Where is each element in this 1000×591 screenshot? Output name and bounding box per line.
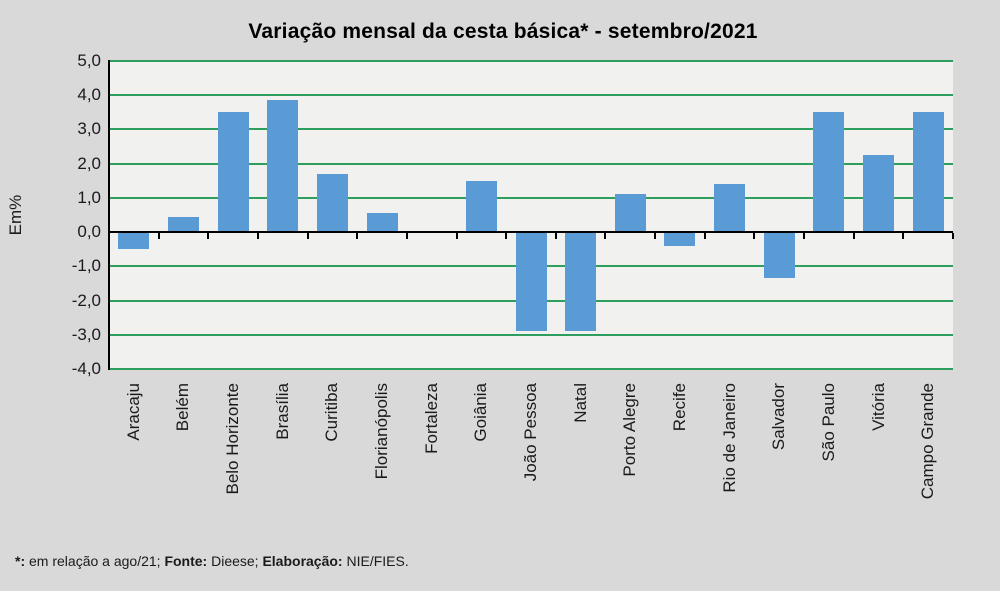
bar-sao-paulo [813,112,845,233]
x-axis-tick [455,233,458,240]
x-axis-tick [852,233,855,240]
x-label-porto-alegre: Porto Alegre [620,383,640,477]
x-axis-tick [256,233,259,240]
x-axis-tick [654,233,657,240]
x-label-belo-horizonte: Belo Horizonte [223,383,243,495]
gridline-y-5 [109,60,953,62]
footnote-asterisk-label: *: [15,553,26,569]
x-label-joao-pessoa: João Pessoa [521,383,540,482]
x-label-salvador: Salvador [769,383,789,451]
bar-belem [167,216,199,233]
bar-salvador [763,232,795,279]
y-tick-label-5_0: 5,0 [77,51,101,70]
x-label-sao-paulo: São Paulo [818,383,838,462]
gridline-y-2 [109,162,953,165]
x-axis-tick [803,233,806,240]
footnote-elaboration-label: Elaboração: [262,553,343,569]
x-label-campo-grande: Campo Grande [918,383,938,500]
x-axis-tick [157,233,160,240]
bar-curitiba [316,173,348,233]
y-tick-label-2_0: 2,0 [77,153,101,173]
bar-porto-alegre [614,194,646,233]
y-tick-label-0_0: 0,0 [77,222,101,242]
x-axis-tick [108,233,110,240]
x-axis-tick [306,233,309,240]
footnote-source-label: Fonte: [164,553,208,569]
y-tick-label-3_0: 3,0 [77,119,101,139]
y-tick-label-1_0: 1,0 [77,187,101,207]
gridline-y--4 [109,368,953,370]
x-axis-tick [952,233,954,240]
bar-belo-horizonte [217,112,249,233]
x-label-aracaju: Aracaju [123,383,143,441]
bar-campo-grande [912,112,944,233]
chart-title: Variação mensal da cesta básica* - setem… [248,20,758,43]
footnote-elaboration-text: NIE/FIES. [342,553,409,569]
y-tick-label--4_0: -4,0 [71,359,101,378]
x-label-florianopolis: Florianópolis [372,383,392,480]
x-axis-tick [902,233,905,240]
bar-vitoria [863,155,895,233]
bar-natal [565,232,597,332]
x-axis-tick [207,233,210,240]
bar-recife [664,232,696,246]
x-label-natal: Natal [570,383,590,423]
x-axis-tick [505,233,508,240]
x-axis-tick [703,233,706,240]
x-label-belem: Belém [173,383,193,432]
x-axis-tick [604,233,607,240]
x-axis-zero-line [109,231,953,234]
footnote: *: em relação a ago/21; Fonte: Dieese; E… [15,553,409,569]
gridline-y-3 [109,128,953,131]
x-label-curitiba: Curitiba [322,383,342,442]
bar-aracaju [118,232,150,250]
x-axis-tick [356,233,359,240]
y-tick-label--1_0: -1,0 [71,256,101,276]
plot-area [108,60,954,370]
x-label-brasilia: Brasília [272,383,292,440]
bar-joao-pessoa [515,232,547,332]
footnote-source-text: Dieese; [207,553,263,569]
y-tick-label--2_0: -2,0 [71,290,101,310]
x-axis-tick [554,233,557,240]
x-axis-tick [405,233,408,240]
gridline-y--3 [109,333,953,336]
x-label-recife: Recife [669,383,689,432]
gridline-y-1 [109,196,953,199]
y-tick-label-4_0: 4,0 [77,85,101,105]
gridline-y-4 [109,94,953,97]
y-axis-title: Em% [6,194,25,236]
x-label-vitoria: Vitória [868,383,888,431]
y-tick-label--3_0: -3,0 [71,324,101,344]
x-label-goiania: Goiânia [471,383,491,442]
x-axis-tick [753,233,756,240]
bar-rio-de-janeiro [714,184,746,233]
bar-florianopolis [366,213,398,233]
footnote-relation-text: em relação a ago/21; [25,553,165,569]
y-axis-line [108,60,110,370]
bar-brasilia [267,100,299,233]
bar-goiania [465,180,497,233]
x-label-rio-de-janeiro: Rio de Janeiro [719,383,739,493]
x-label-fortaleza: Fortaleza [421,383,441,454]
